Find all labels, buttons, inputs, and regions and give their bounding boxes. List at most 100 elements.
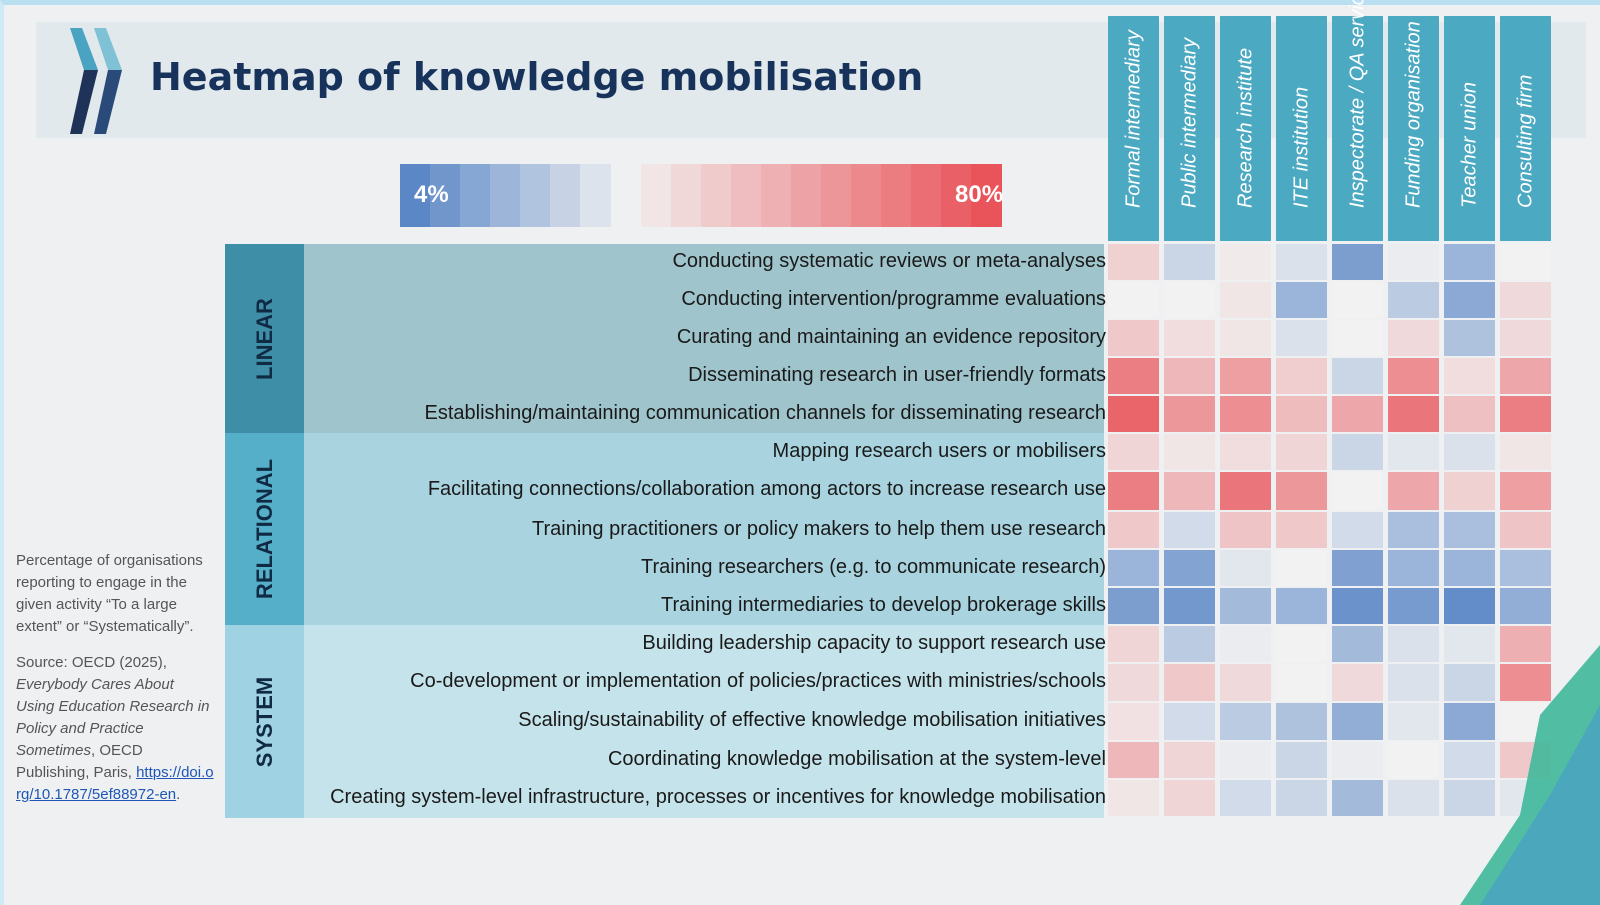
- heatmap-cell: [1220, 780, 1271, 816]
- heatmap-cell: [1276, 320, 1327, 356]
- row-label: Scaling/sustainability of effective know…: [518, 709, 1106, 731]
- heatmap-cell: [1332, 588, 1383, 624]
- source-prefix: Source: OECD (2025),: [16, 654, 167, 671]
- heatmap-cell: [1444, 703, 1495, 740]
- page-title: Heatmap of knowledge mobilisation: [150, 55, 924, 99]
- column-header-label: Teacher union: [1458, 81, 1480, 208]
- row-label: Co-development or implementation of poli…: [410, 670, 1106, 692]
- figure-note: Percentage of organisations reporting to…: [16, 550, 216, 820]
- heatmap-cell: [1276, 664, 1327, 701]
- legend-swatch: [851, 164, 882, 227]
- source-title: Everybody Cares About Using Education Re…: [16, 676, 210, 759]
- heatmap-cell: [1500, 664, 1551, 701]
- column-header: Funding organisation: [1388, 16, 1439, 241]
- legend-swatch: [761, 164, 792, 227]
- heatmap-cell: [1108, 703, 1159, 740]
- heatmap-cell: [1108, 588, 1159, 624]
- heatmap-cell: [1388, 742, 1439, 778]
- column-header-label: Funding organisation: [1402, 21, 1424, 208]
- heatmap-cell: [1220, 512, 1271, 548]
- heatmap-cell: [1164, 358, 1215, 394]
- heatmap-cell: [1444, 358, 1495, 394]
- row-label: Coordinating knowledge mobilisation at t…: [607, 748, 1106, 770]
- row-label: Disseminating research in user-friendly …: [688, 364, 1106, 386]
- legend-swatch: [701, 164, 732, 227]
- heatmap-cell: [1444, 396, 1495, 432]
- heatmap-cell: [1388, 396, 1439, 432]
- corner-decoration-icon: [1460, 645, 1600, 905]
- heatmap-cell: [1444, 550, 1495, 586]
- heatmap-cell: [1388, 588, 1439, 624]
- heatmap-cell: [1388, 434, 1439, 470]
- row-label: Training intermediaries to develop broke…: [660, 594, 1106, 616]
- heatmap-cell: [1332, 396, 1383, 432]
- legend-swatch: [550, 164, 581, 227]
- column-header: Formal intermediary: [1108, 16, 1159, 241]
- heatmap-cell: [1332, 512, 1383, 548]
- heatmap-cell: [1220, 282, 1271, 318]
- heatmap-cell: [1276, 780, 1327, 816]
- column-header: ITE institution: [1276, 16, 1327, 241]
- heatmap-cell: [1276, 626, 1327, 662]
- row-label: Curating and maintaining an evidence rep…: [676, 326, 1106, 348]
- legend-swatch: [460, 164, 491, 227]
- heatmap-cell: [1388, 282, 1439, 318]
- heatmap-cell: [1164, 244, 1215, 280]
- group-band: [304, 625, 1104, 818]
- legend-swatch: [641, 164, 672, 227]
- group-label: SYSTEM: [225, 625, 304, 818]
- heatmap-cell: [1332, 434, 1383, 470]
- heatmap-cell: [1220, 358, 1271, 394]
- heatmap-cell: [1276, 358, 1327, 394]
- source-end: .: [176, 786, 181, 803]
- heatmap-cell: [1444, 512, 1495, 548]
- heatmap-cell: [1108, 550, 1159, 586]
- row-label: Training practitioners or policy makers …: [532, 518, 1106, 540]
- legend-min-label: 4%: [414, 181, 449, 208]
- heatmap-cell: [1108, 396, 1159, 432]
- heatmap-cell: [1500, 244, 1551, 280]
- header-band: [36, 22, 1586, 138]
- heatmap-cell: [1220, 703, 1271, 740]
- row-label: Facilitating connections/collaboration a…: [427, 478, 1106, 500]
- legend-swatch: [520, 164, 551, 227]
- heatmap-cell: [1444, 434, 1495, 470]
- column-header: Public intermediary: [1164, 16, 1215, 241]
- group-label-text: SYSTEM: [251, 676, 277, 767]
- heatmap-cell: [1164, 780, 1215, 816]
- heatmap-cell: [1332, 780, 1383, 816]
- heatmap-cell: [1220, 626, 1271, 662]
- heatmap-cell: [1500, 320, 1551, 356]
- heatmap-cell: [1500, 550, 1551, 586]
- heatmap-cell: [1108, 358, 1159, 394]
- row-label: Building leadership capacity to support …: [642, 632, 1106, 654]
- heatmap-cell: [1108, 472, 1159, 510]
- legend-swatch: [671, 164, 702, 227]
- heatmap-cell: [1276, 742, 1327, 778]
- group-label: RELATIONAL: [225, 433, 304, 625]
- heatmap-cell: [1220, 550, 1271, 586]
- heatmap-cell: [1388, 512, 1439, 548]
- heatmap-cell: [1164, 396, 1215, 432]
- heatmap-cell: [1220, 664, 1271, 701]
- heatmap-cell: [1108, 742, 1159, 778]
- heatmap-cell: [1444, 664, 1495, 701]
- heatmap-cell: [1220, 588, 1271, 624]
- legend-swatch: [400, 164, 431, 227]
- column-header: Teacher union: [1444, 16, 1495, 241]
- heatmap-cell: [1500, 358, 1551, 394]
- source-link[interactable]: https://doi.org/10.1787/5ef88972-en: [16, 764, 214, 803]
- heatmap-cell: [1388, 664, 1439, 701]
- heatmap-cell: [1220, 396, 1271, 432]
- heatmap-cell: [1220, 742, 1271, 778]
- heatmap-cell: [1388, 472, 1439, 510]
- heatmap-cell: [1164, 703, 1215, 740]
- heatmap-cell: [1388, 358, 1439, 394]
- legend-swatch: [971, 164, 1002, 227]
- heatmap-cell: [1108, 664, 1159, 701]
- heatmap-cell: [1444, 742, 1495, 778]
- heatmap-cell: [1276, 588, 1327, 624]
- heatmap-cell: [1276, 244, 1327, 280]
- heatmap-cell: [1220, 434, 1271, 470]
